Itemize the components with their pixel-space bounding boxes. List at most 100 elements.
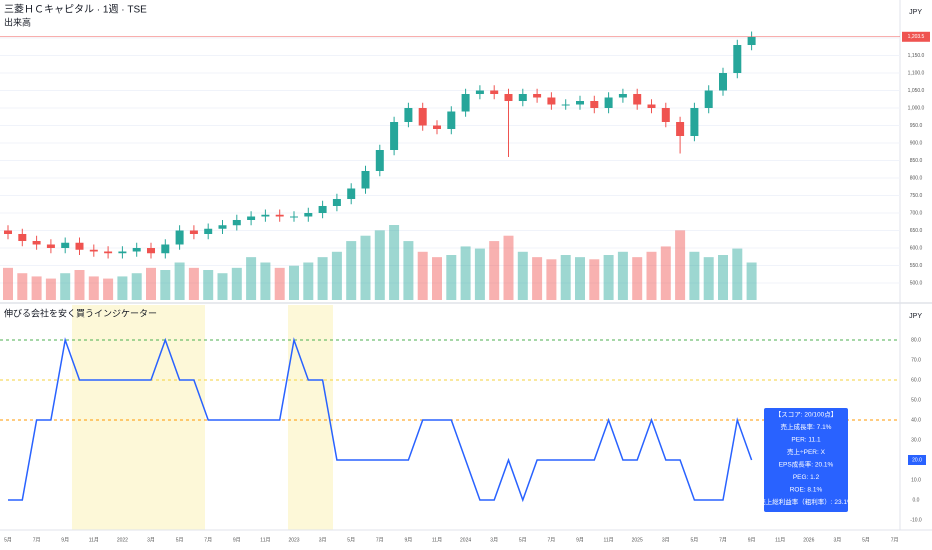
x-tick-label: 11月 [775, 537, 785, 543]
candle-body [290, 216, 298, 218]
y-tick-label: 50.0 [911, 397, 921, 403]
y-tick-label: 700.0 [910, 210, 923, 216]
volume-label: 出来高 [4, 16, 31, 27]
last-price-box [902, 31, 930, 42]
candle-body [604, 97, 613, 109]
x-tick-label: 7月 [548, 537, 556, 543]
candle-body [418, 108, 427, 126]
volume-bar [231, 267, 242, 300]
volume-bar [31, 276, 42, 300]
candle-body [232, 219, 241, 226]
candle-body [747, 36, 756, 46]
candle-body [347, 188, 356, 199]
candle-body [361, 170, 370, 189]
candle-body [690, 108, 699, 137]
candle-body [633, 94, 642, 105]
y-tick-label: 500.0 [910, 280, 923, 286]
volume-bar [403, 241, 414, 300]
candle-body [661, 108, 670, 123]
candle-body [475, 90, 484, 95]
x-tick-label: 11月 [432, 537, 442, 543]
volume-bar [160, 270, 171, 300]
candle-body [332, 198, 341, 206]
candle-body [161, 244, 170, 254]
x-tick-label: 9月 [61, 537, 69, 543]
currency: JPY [909, 9, 922, 16]
x-tick-label: 9月 [576, 537, 584, 543]
candle-body [719, 73, 727, 91]
candle-body [61, 242, 70, 248]
x-tick-label: 7月 [891, 537, 899, 543]
y-tick-label: 0.0 [913, 497, 920, 503]
x-tick-label: 11月 [603, 537, 613, 543]
x-tick-label: 5月 [176, 537, 184, 543]
volume-bar [589, 259, 600, 300]
volume-bar [675, 230, 686, 300]
tooltip-line: 売上成長率: 7.1% [781, 422, 832, 431]
volume-bar [374, 230, 385, 300]
candle-body [375, 150, 384, 171]
candle-body [704, 90, 713, 109]
volume-bar [446, 255, 457, 300]
x-tick-label: 2024 [460, 537, 471, 543]
candle-body [547, 97, 556, 105]
volume-bar [17, 273, 28, 300]
x-tick-label: 9月 [233, 537, 241, 543]
volume-bar [188, 267, 199, 300]
volume-bar [131, 273, 142, 300]
volume-bar [346, 241, 357, 300]
volume-bar [60, 273, 71, 300]
x-tick-label: 9月 [748, 537, 756, 543]
plot: 500.0 550.0 600.0 650.0 700.0 750.0 800.0 850.0… [0, 31, 930, 543]
candle-body [218, 225, 227, 229]
volume-bar [703, 257, 714, 300]
candle-body [447, 111, 456, 130]
volume-bar [3, 267, 13, 300]
candle-body [247, 216, 256, 220]
candle-body [618, 94, 627, 98]
candle-body [75, 242, 84, 250]
candle-body [490, 90, 499, 95]
volume-bar [575, 257, 585, 300]
candle-body [733, 45, 742, 74]
candle-body [390, 122, 399, 150]
x-tick-label: 3月 [834, 537, 842, 543]
volume-bar [603, 255, 614, 300]
candle-body [576, 101, 584, 105]
candle-body [533, 94, 542, 98]
candle-body [275, 214, 284, 217]
score-line [8, 337, 753, 503]
volume-bar [260, 262, 271, 300]
y-tick-label: 40.0 [911, 417, 921, 423]
x-tick-label: 2022 [117, 537, 128, 543]
x-tick-label: 5月 [519, 537, 527, 543]
x-tick-label: 5月 [691, 537, 699, 543]
volume-bar [746, 262, 757, 300]
y-tick-label: 1,000.0 [908, 105, 925, 111]
x-tick-label: 7月 [719, 537, 727, 543]
candle-body [561, 104, 570, 106]
volume-bar [303, 262, 314, 300]
tooltip-line: 【スコア: 20/100点】 [775, 411, 838, 419]
candle-body [104, 251, 113, 254]
volume-bar [503, 235, 514, 300]
y-tick-label: 750.0 [910, 193, 923, 199]
volume-bar [117, 276, 128, 300]
y-tick-label: 10.0 [911, 477, 921, 483]
candle-body [132, 247, 141, 252]
x-tick-label: 9月 [405, 537, 413, 543]
volume-bar [146, 267, 156, 300]
tooltip-line: EPS成長率: 20.1% [779, 460, 834, 469]
volume-bar [203, 270, 214, 300]
y-tick-label: 550.0 [910, 263, 923, 269]
tooltip-line: PER: 11.1 [791, 437, 821, 444]
volume-bar [617, 251, 628, 300]
volume-bar [432, 257, 442, 300]
highlight-zone [72, 305, 205, 530]
x-tick-label: 7月 [376, 537, 384, 543]
candle-body [461, 94, 470, 112]
volume-bar [718, 255, 728, 300]
volume-bar [732, 248, 743, 300]
candle-body [189, 230, 198, 234]
